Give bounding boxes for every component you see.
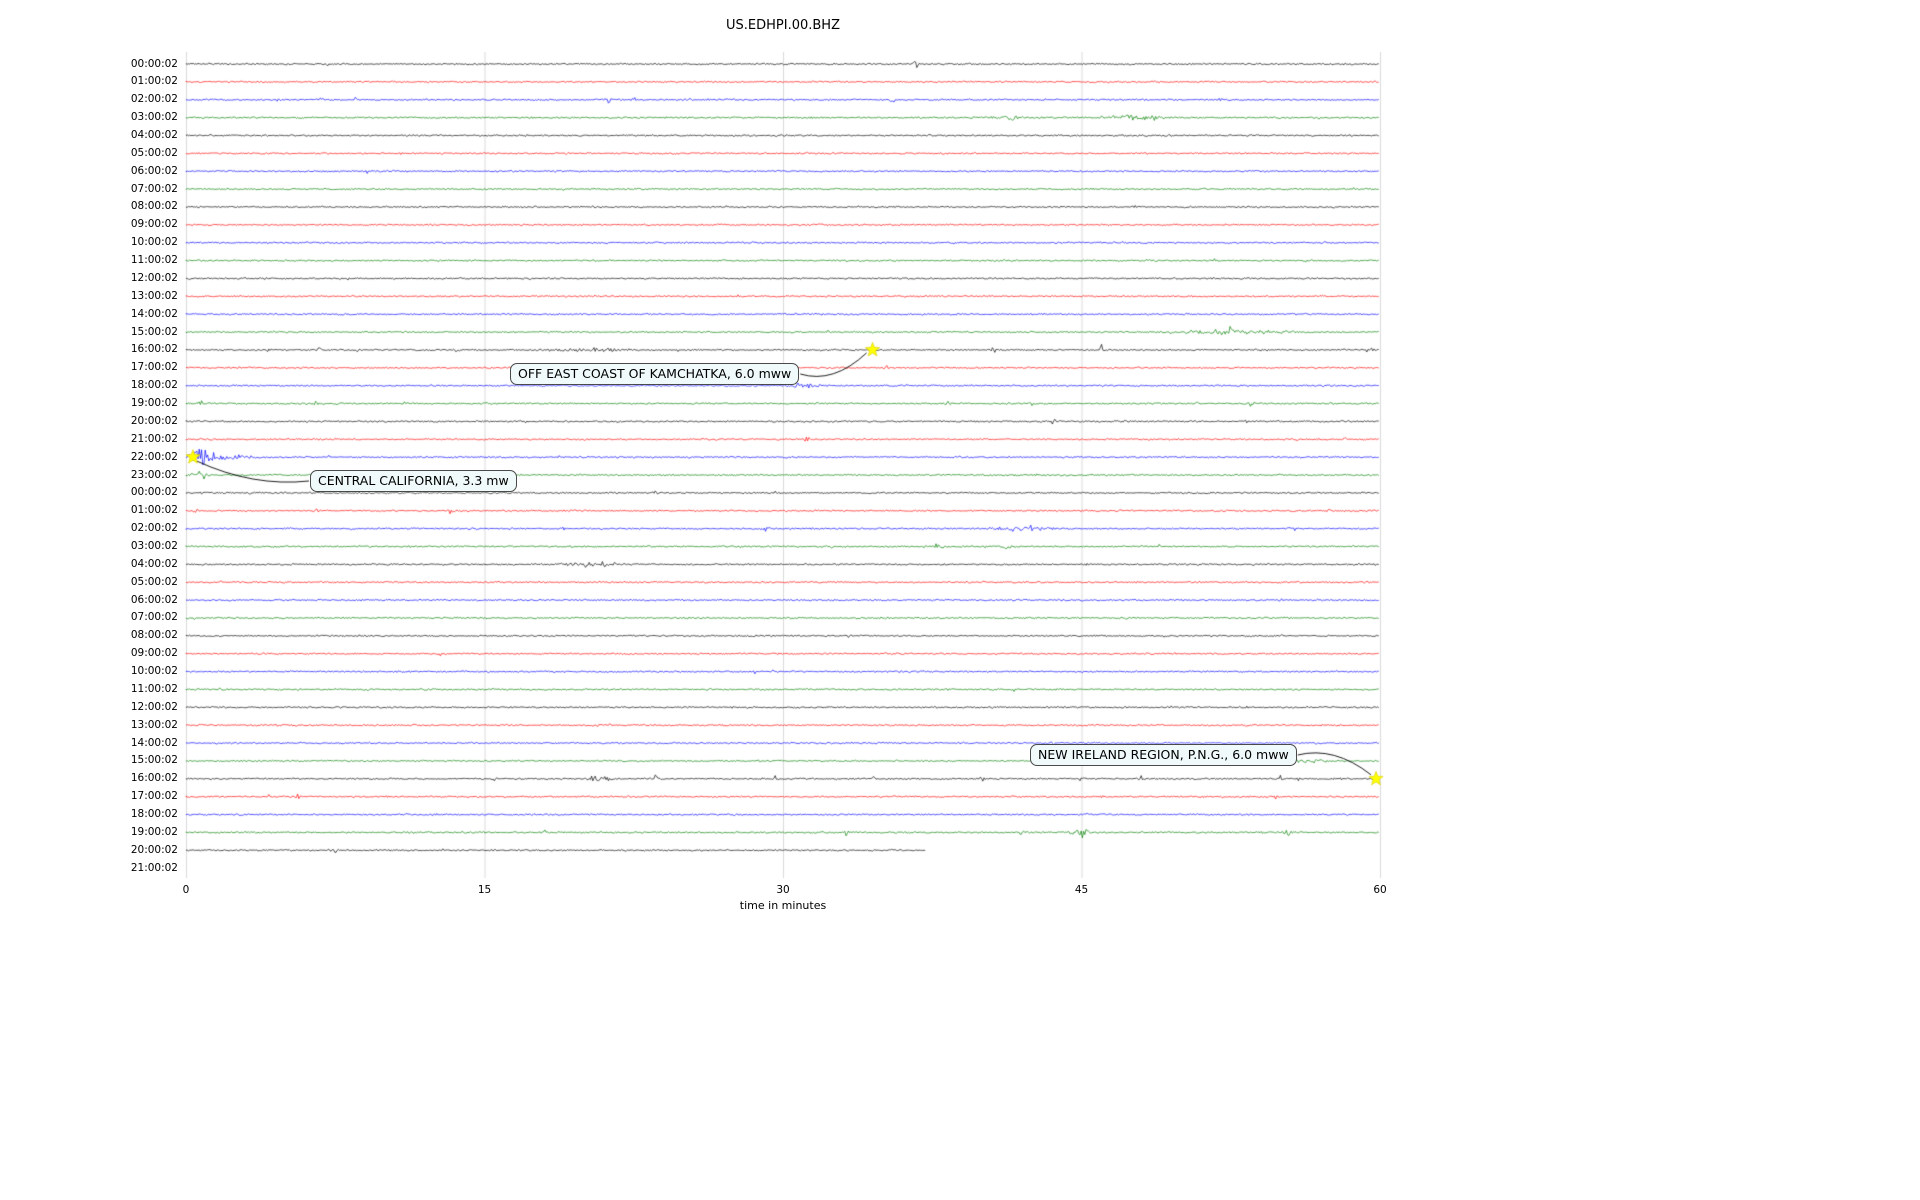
row-label: 15:00:02 [130, 754, 178, 767]
row-label: 01:00:02 [130, 75, 178, 88]
row-label: 03:00:02 [130, 539, 178, 552]
annotation-off-east-coast-of-kamchatka: OFF EAST COAST OF KAMCHATKA, 6.0 mww [510, 363, 800, 385]
row-label: 08:00:02 [130, 200, 178, 213]
row-label: 14:00:02 [130, 307, 178, 320]
row-label: 02:00:02 [130, 93, 178, 106]
row-label: 09:00:02 [130, 218, 178, 231]
row-label: 07:00:02 [130, 182, 178, 195]
x-tick-label: 60 [1373, 884, 1387, 896]
row-label: 23:00:02 [130, 468, 178, 481]
row-label: 17:00:02 [130, 361, 178, 374]
row-label: 13:00:02 [130, 718, 178, 731]
row-label: 06:00:02 [130, 593, 178, 606]
annotation-new-ireland-region: NEW IRELAND REGION, P.N.G., 6.0 mww [1030, 744, 1297, 766]
row-label: 10:00:02 [130, 665, 178, 678]
row-label: 16:00:02 [130, 343, 178, 356]
annotation-central-california: CENTRAL CALIFORNIA, 3.3 mw [310, 470, 517, 492]
x-axis-label: time in minutes [739, 899, 827, 912]
row-label: 00:00:02 [130, 57, 178, 70]
row-label: 21:00:02 [130, 432, 178, 445]
row-label: 07:00:02 [130, 611, 178, 624]
row-label: 12:00:02 [130, 271, 178, 284]
x-tick-label: 30 [776, 884, 790, 896]
row-label: 09:00:02 [130, 647, 178, 660]
row-label: 11:00:02 [130, 682, 178, 695]
row-label: 11:00:02 [130, 254, 178, 267]
row-label: 04:00:02 [130, 128, 178, 141]
row-label: 18:00:02 [130, 808, 178, 821]
x-tick-label: 45 [1074, 884, 1089, 896]
row-label: 05:00:02 [130, 575, 178, 588]
row-label: 15:00:02 [130, 325, 178, 338]
row-label: 21:00:02 [130, 861, 178, 874]
row-label: 14:00:02 [130, 736, 178, 749]
row-label: 16:00:02 [130, 772, 178, 785]
row-label: 08:00:02 [130, 629, 178, 642]
row-label: 18:00:02 [130, 379, 178, 392]
row-label: 10:00:02 [130, 236, 178, 249]
row-label: 13:00:02 [130, 289, 178, 302]
x-tick-label: 0 [182, 884, 190, 896]
row-label: 22:00:02 [130, 450, 178, 463]
row-label: 20:00:02 [130, 843, 178, 856]
row-label: 02:00:02 [130, 522, 178, 535]
row-label: 19:00:02 [130, 397, 178, 410]
row-label: 03:00:02 [130, 111, 178, 124]
row-label: 04:00:02 [130, 557, 178, 570]
x-tick-label: 15 [477, 884, 492, 896]
row-label: 17:00:02 [130, 790, 178, 803]
row-label: 20:00:02 [130, 414, 178, 427]
row-label: 06:00:02 [130, 164, 178, 177]
row-label: 19:00:02 [130, 825, 178, 838]
row-label: 00:00:02 [130, 486, 178, 499]
row-label: 05:00:02 [130, 146, 178, 159]
row-label: 01:00:02 [130, 504, 178, 517]
row-label: 12:00:02 [130, 700, 178, 713]
